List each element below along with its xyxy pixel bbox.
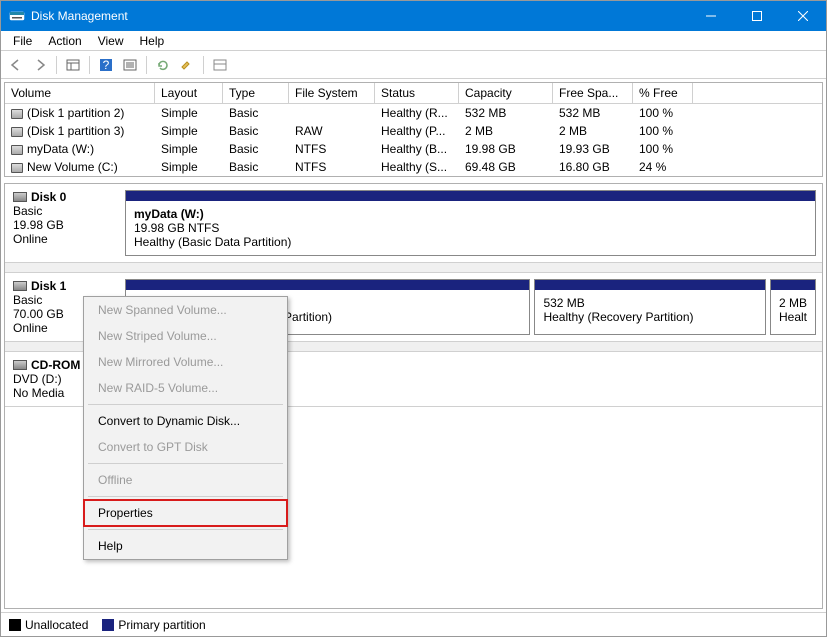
back-button[interactable]	[5, 54, 27, 76]
menu-item[interactable]: Properties	[84, 500, 287, 526]
partition-header	[126, 280, 529, 290]
partition-header	[126, 191, 815, 201]
settings-button[interactable]	[119, 54, 141, 76]
menu-file[interactable]: File	[5, 32, 40, 50]
partition-header	[771, 280, 815, 290]
disk-icon	[13, 281, 27, 291]
swatch-primary	[102, 619, 114, 631]
volume-list: Volume Layout Type File System Status Ca…	[4, 82, 823, 177]
column-volume[interactable]: Volume	[5, 83, 155, 103]
app-icon	[9, 8, 25, 24]
disk-icon	[13, 192, 27, 202]
menu-item[interactable]: Convert to Dynamic Disk...	[84, 408, 287, 434]
toolbar-separator	[203, 56, 204, 74]
close-button[interactable]	[780, 1, 826, 31]
refresh-button[interactable]	[152, 54, 174, 76]
menu-separator	[88, 529, 283, 530]
svg-text:?: ?	[103, 58, 110, 72]
volume-row[interactable]: (Disk 1 partition 3)SimpleBasicRAWHealth…	[5, 122, 822, 140]
legend-unallocated: Unallocated	[9, 618, 88, 632]
menu-bar: File Action View Help	[1, 31, 826, 51]
action-button[interactable]	[176, 54, 198, 76]
menu-separator	[88, 463, 283, 464]
menu-item: New Striped Volume...	[84, 323, 287, 349]
volume-list-body: (Disk 1 partition 2)SimpleBasicHealthy (…	[5, 104, 822, 176]
partition[interactable]: 2 MBHealt	[770, 279, 816, 335]
forward-button[interactable]	[29, 54, 51, 76]
volume-row[interactable]: (Disk 1 partition 2)SimpleBasicHealthy (…	[5, 104, 822, 122]
menu-separator	[88, 496, 283, 497]
volume-icon	[11, 163, 23, 173]
disk-row: Disk 0Basic19.98 GBOnlinemyData (W:)19.9…	[5, 184, 822, 263]
show-hide-button[interactable]	[62, 54, 84, 76]
toolbar-separator	[89, 56, 90, 74]
title-bar: Disk Management	[1, 1, 826, 31]
toolbar: ?	[1, 51, 826, 79]
volume-icon	[11, 145, 23, 155]
cdrom-icon	[13, 360, 27, 370]
help-button[interactable]: ?	[95, 54, 117, 76]
column-percent-free[interactable]: % Free	[633, 83, 693, 103]
toolbar-separator	[56, 56, 57, 74]
volume-icon	[11, 127, 23, 137]
menu-separator	[88, 404, 283, 405]
menu-item: New RAID-5 Volume...	[84, 375, 287, 401]
partition-container: myData (W:)19.98 GB NTFSHealthy (Basic D…	[125, 184, 822, 262]
menu-item: New Spanned Volume...	[84, 297, 287, 323]
menu-view[interactable]: View	[90, 32, 132, 50]
toolbar-separator	[146, 56, 147, 74]
column-type[interactable]: Type	[223, 83, 289, 103]
menu-action[interactable]: Action	[40, 32, 89, 50]
column-layout[interactable]: Layout	[155, 83, 223, 103]
menu-help[interactable]: Help	[132, 32, 173, 50]
disk-info[interactable]: Disk 0Basic19.98 GBOnline	[5, 184, 125, 262]
volume-list-header: Volume Layout Type File System Status Ca…	[5, 83, 822, 104]
column-filesystem[interactable]: File System	[289, 83, 375, 103]
menu-item: Convert to GPT Disk	[84, 434, 287, 460]
partition[interactable]: myData (W:)19.98 GB NTFSHealthy (Basic D…	[125, 190, 816, 256]
legend: Unallocated Primary partition	[1, 612, 826, 636]
disk-separator	[5, 263, 822, 273]
swatch-unallocated	[9, 619, 21, 631]
column-free[interactable]: Free Spa...	[553, 83, 633, 103]
partition[interactable]: 532 MBHealthy (Recovery Partition)	[534, 279, 766, 335]
volume-icon	[11, 109, 23, 119]
column-capacity[interactable]: Capacity	[459, 83, 553, 103]
menu-item: New Mirrored Volume...	[84, 349, 287, 375]
list-view-button[interactable]	[209, 54, 231, 76]
window-title: Disk Management	[31, 9, 688, 23]
menu-item[interactable]: Help	[84, 533, 287, 559]
column-status[interactable]: Status	[375, 83, 459, 103]
partition-header	[535, 280, 765, 290]
maximize-button[interactable]	[734, 1, 780, 31]
volume-row[interactable]: New Volume (C:)SimpleBasicNTFSHealthy (S…	[5, 158, 822, 176]
menu-item: Offline	[84, 467, 287, 493]
minimize-button[interactable]	[688, 1, 734, 31]
disk-context-menu: New Spanned Volume...New Striped Volume.…	[83, 296, 288, 560]
legend-primary: Primary partition	[102, 618, 205, 632]
volume-row[interactable]: myData (W:)SimpleBasicNTFSHealthy (B...1…	[5, 140, 822, 158]
